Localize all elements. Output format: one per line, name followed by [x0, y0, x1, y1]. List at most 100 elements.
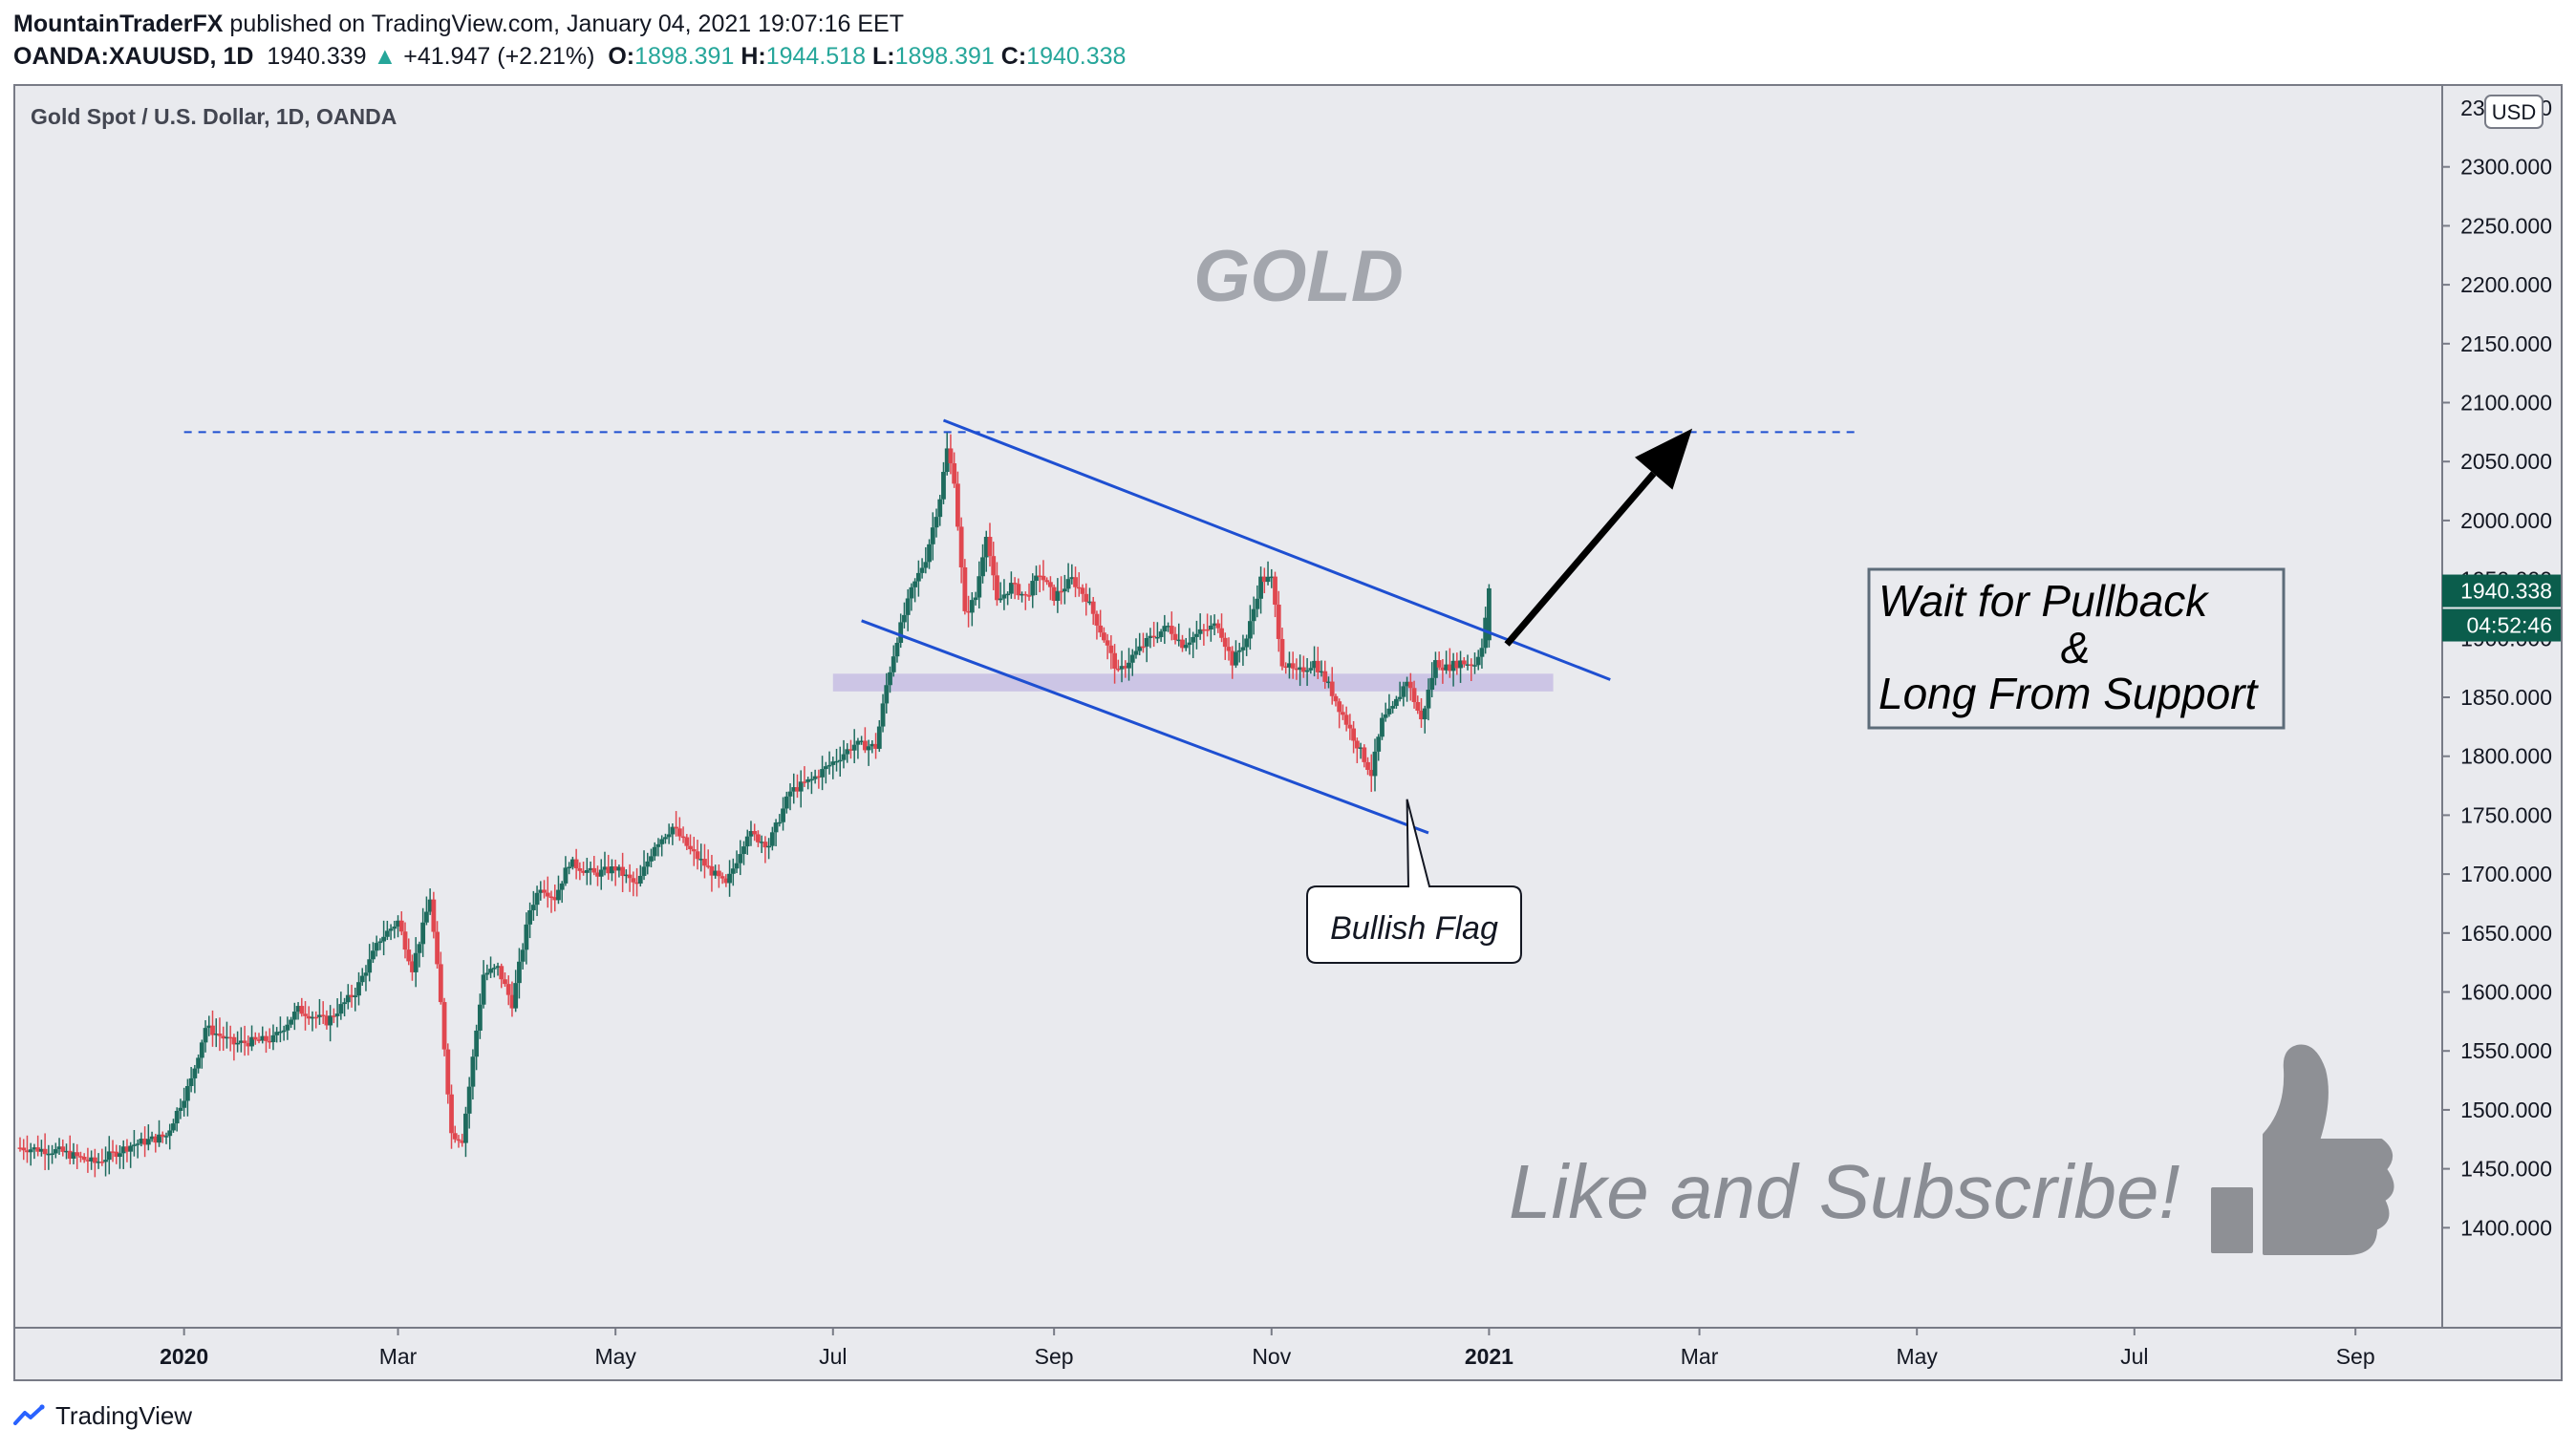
candle-body — [1475, 656, 1481, 666]
candle-body — [264, 1035, 268, 1041]
tradingview-brand[interactable]: TradingView — [55, 1400, 193, 1430]
tradingview-logo-icon[interactable] — [13, 1404, 48, 1427]
candle-body — [563, 867, 569, 884]
candle — [384, 920, 390, 941]
candle — [474, 1024, 480, 1071]
candle — [1347, 714, 1353, 740]
candle-body — [1222, 637, 1228, 648]
candle-body — [734, 863, 740, 869]
candle-body — [513, 983, 519, 1009]
candle-body — [1479, 648, 1485, 657]
candle — [1487, 584, 1492, 648]
candle — [676, 817, 682, 842]
candle — [820, 756, 826, 791]
candle-body — [952, 463, 957, 484]
candle — [666, 823, 672, 844]
candle-body — [1319, 671, 1324, 673]
close-value: 1940.338 — [1026, 43, 1127, 70]
candle — [670, 823, 676, 845]
candle-body — [1341, 712, 1345, 715]
candle-body — [499, 966, 504, 980]
candle — [1144, 632, 1149, 663]
candle — [1479, 638, 1485, 669]
candle — [338, 992, 344, 1020]
candle-body — [503, 979, 507, 985]
candle-body — [56, 1146, 62, 1150]
candle-body — [1429, 677, 1435, 690]
candle — [1076, 572, 1082, 597]
candle — [1294, 658, 1299, 680]
candle-body — [919, 567, 925, 573]
candle-body — [1461, 660, 1467, 665]
symbol-line: OANDA:XAUUSD, 1D 1940.339 ▲ +41.947 (+2.… — [13, 40, 2565, 73]
candle-body — [973, 597, 978, 601]
candle-body — [548, 896, 554, 899]
candle — [841, 739, 847, 769]
candle-body — [484, 972, 490, 975]
candle-body — [1447, 664, 1452, 672]
candle-body — [103, 1160, 108, 1162]
candle — [260, 1026, 266, 1044]
candle-body — [417, 944, 422, 953]
candle-body — [213, 1034, 219, 1035]
candle — [53, 1142, 58, 1159]
candle — [816, 769, 822, 789]
candle — [67, 1135, 73, 1164]
candle-body — [114, 1151, 119, 1158]
candle-body — [826, 764, 832, 767]
candle — [306, 1006, 311, 1025]
candle — [377, 938, 383, 950]
candle-body — [705, 865, 711, 867]
candle — [213, 1018, 219, 1048]
candle — [64, 1143, 69, 1160]
candle-body — [538, 889, 544, 893]
price-chart[interactable]: GOLD Gold Spot / U.S. Dollar, 1D, OANDA Wa… — [15, 86, 2561, 1379]
candle-body — [242, 1040, 247, 1044]
candle — [1461, 657, 1467, 668]
candle — [118, 1145, 122, 1169]
candle — [1287, 651, 1292, 679]
candle — [356, 971, 361, 1006]
countdown-badge — [2442, 608, 2561, 642]
candle — [1401, 681, 1406, 707]
candle — [631, 871, 636, 897]
candle-body — [35, 1147, 41, 1152]
candle — [1234, 640, 1238, 669]
candle — [534, 885, 540, 916]
publisher-name[interactable]: MountainTraderFX — [13, 11, 224, 37]
candle-body — [1261, 576, 1267, 583]
candle-body — [310, 1016, 315, 1019]
candle-body — [217, 1034, 223, 1036]
candle-body — [517, 961, 522, 984]
candle — [548, 890, 554, 913]
candle — [851, 729, 857, 764]
candle — [702, 843, 707, 879]
candle-body — [591, 867, 597, 873]
time-tick-label: Sep — [1035, 1344, 1074, 1369]
candle — [891, 645, 896, 677]
publish-line: MountainTraderFX published on TradingVie… — [13, 8, 2565, 40]
candle-body — [167, 1130, 173, 1137]
candle — [837, 746, 843, 778]
candle-body — [812, 776, 818, 779]
candle — [398, 911, 404, 936]
candle — [705, 849, 711, 869]
bullish-flag-label: Bullish Flag — [1330, 910, 1498, 947]
candle-body — [1326, 681, 1331, 684]
candle — [830, 757, 836, 779]
candle-body — [773, 822, 779, 833]
symbol-label[interactable]: OANDA:XAUUSD, 1D — [13, 43, 254, 70]
candle-body — [463, 1113, 468, 1143]
candle — [1273, 571, 1277, 618]
candle-body — [231, 1036, 237, 1045]
candle — [798, 770, 804, 808]
time-tick-label: Sep — [2336, 1344, 2375, 1369]
close-label: C: — [1000, 43, 1027, 70]
candle-body — [21, 1147, 27, 1151]
chart-panel[interactable]: GOLD Gold Spot / U.S. Dollar, 1D, OANDA Wa… — [13, 84, 2563, 1381]
candle — [1180, 634, 1185, 652]
candle-body — [674, 826, 679, 829]
candle-body — [1234, 651, 1238, 666]
candle-body — [556, 889, 561, 901]
candle — [1101, 627, 1106, 643]
